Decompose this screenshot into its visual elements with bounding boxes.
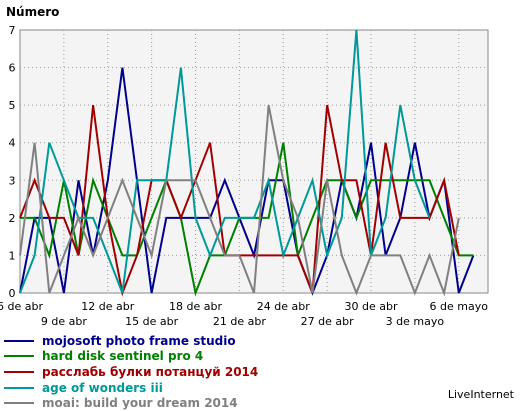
x-tick-label: 6 de abr	[0, 300, 43, 313]
x-tick-label: 30 de abr	[345, 300, 398, 313]
series-line-4	[19, 29, 431, 294]
y-tick-label: 7	[9, 24, 16, 37]
brand-label: LiveInternet	[447, 388, 514, 401]
x-tick-label: 3 de mayo	[386, 315, 445, 328]
x-tick-label: 21 de abr	[213, 315, 266, 328]
legend-label: moai: build your dream 2014	[42, 396, 238, 411]
legend-swatch	[4, 355, 34, 358]
legend-swatch	[4, 402, 34, 405]
legend-item: age of wonders iii	[4, 380, 424, 396]
legend-item: расслабь булки потанцуй 2014	[4, 364, 424, 380]
x-tick-label: 27 de abr	[301, 315, 354, 328]
x-axis: 6 de abr 9 de abr 12 de abr 15 de abr 18 de …	[0, 300, 488, 328]
x-tick-label: 9 de abr	[41, 315, 87, 328]
legend-item: mojosoft photo frame studio	[4, 333, 424, 349]
x-tick-label: 6 de mayo	[430, 300, 489, 313]
y-axis-label: Número	[6, 5, 59, 19]
legend-label: age of wonders iii	[42, 380, 163, 395]
legend-item: moai: build your dream 2014	[4, 395, 424, 411]
legend-label: mojosoft photo frame studio	[42, 333, 236, 348]
x-tick-label: 18 de abr	[169, 300, 222, 313]
y-tick-label: 3	[9, 174, 16, 187]
y-tick-label: 4	[9, 137, 16, 150]
y-tick-label: 2	[9, 212, 16, 225]
series-line-1	[19, 67, 475, 296]
y-tick-label: 0	[9, 287, 16, 300]
x-tick-label: 12 de abr	[81, 300, 134, 313]
legend-swatch	[4, 386, 34, 389]
legend-swatch	[4, 370, 34, 373]
y-axis: 0 1 2 3 4 5 6 7	[9, 24, 16, 300]
legend-item: hard disk sentinel pro 4	[4, 349, 424, 365]
y-tick-label: 1	[9, 249, 16, 262]
plot-area	[19, 29, 489, 294]
series-lines	[19, 29, 475, 297]
series-line-5	[19, 104, 460, 297]
legend-label: hard disk sentinel pro 4	[42, 349, 204, 364]
legend-label: расслабь булки потанцуй 2014	[42, 364, 259, 379]
x-tick-label: 15 de abr	[125, 315, 178, 328]
legend-swatch	[4, 339, 34, 342]
y-tick-label: 5	[9, 99, 16, 112]
legend: mojosoft photo frame studio hard disk se…	[4, 333, 424, 411]
y-tick-label: 6	[9, 62, 16, 75]
x-tick-label: 24 de abr	[257, 300, 310, 313]
